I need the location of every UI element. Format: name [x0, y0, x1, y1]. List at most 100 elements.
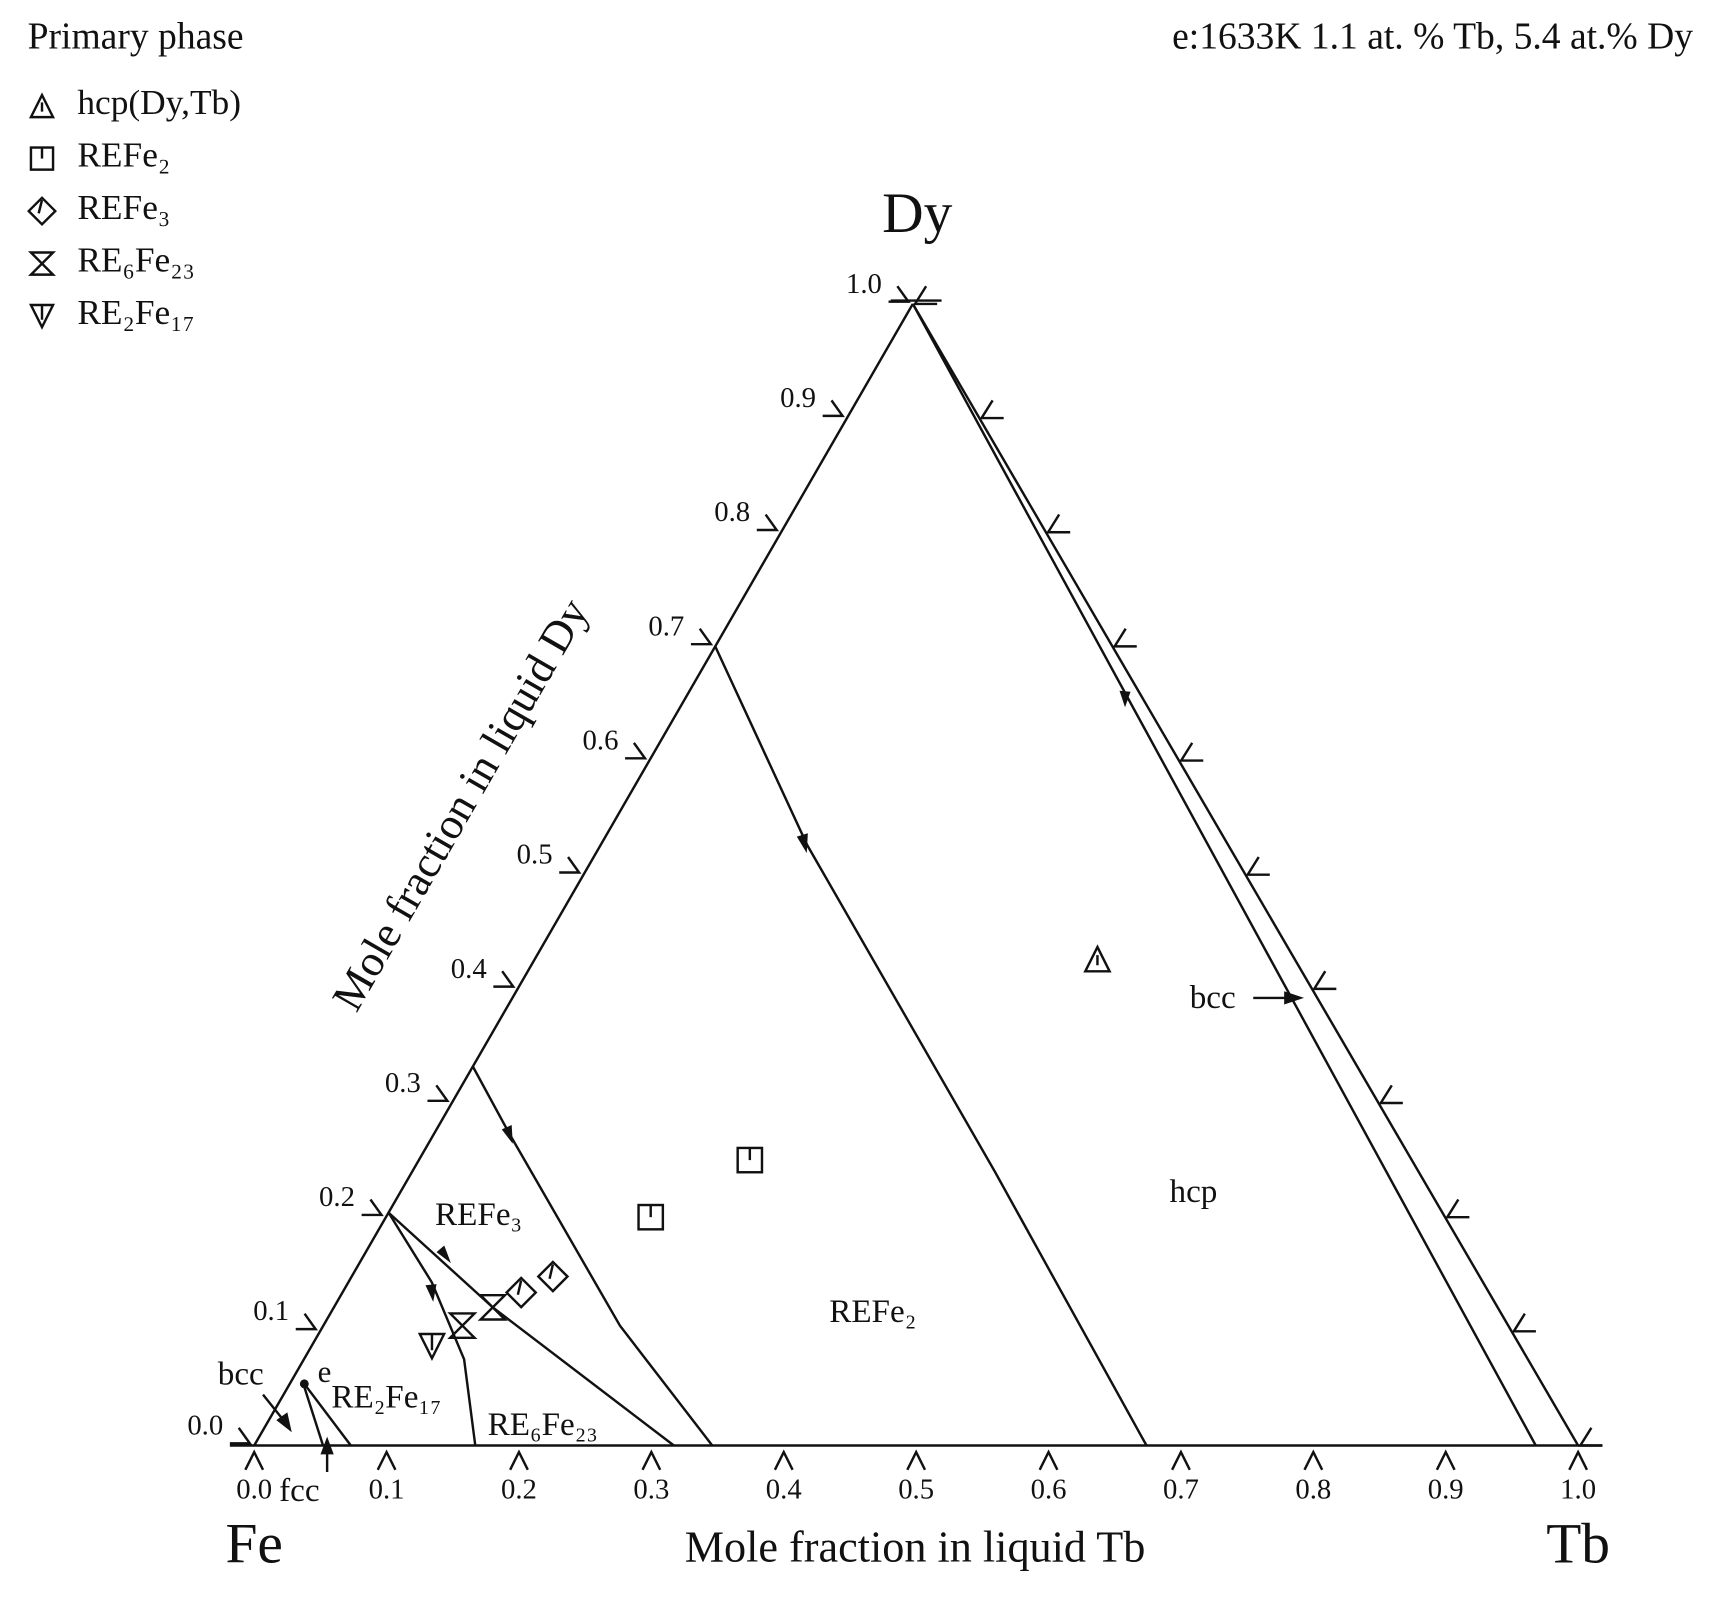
axis	[911, 303, 1580, 1447]
phase-boundary	[301, 1381, 325, 1446]
x-tick-label: 0.6	[1031, 1474, 1067, 1506]
marker	[27, 196, 57, 227]
phase-boundary	[911, 303, 1537, 1447]
legend-label: RE₆Fe₂₃	[77, 240, 195, 280]
right-tick	[979, 399, 1004, 420]
marker	[477, 1293, 508, 1321]
marker-shape	[477, 1293, 508, 1321]
marker	[504, 1276, 538, 1309]
marker-shape	[516, 1280, 523, 1296]
axis	[253, 303, 914, 1447]
right-tick	[1511, 1313, 1536, 1333]
y-tick-label: 1.0	[846, 268, 882, 300]
region-label: hcp	[1170, 1173, 1218, 1210]
y-tick	[493, 970, 516, 988]
vertex-label: Fe	[225, 1513, 282, 1576]
y-tick	[888, 285, 911, 303]
right-tick	[1112, 628, 1137, 648]
marker-shape	[37, 199, 44, 214]
legend-label: hcp(Dy,Tb)	[77, 82, 241, 122]
marker	[28, 303, 56, 330]
right-tick	[1245, 856, 1270, 876]
marker	[536, 1260, 570, 1293]
right-tick	[1578, 1427, 1603, 1447]
marker	[1083, 944, 1112, 973]
x-tick	[509, 1449, 529, 1471]
legend-label: REFe₂	[77, 135, 170, 175]
y-tick-label: 0.5	[517, 839, 553, 871]
marker	[29, 146, 55, 171]
phase-boundary	[471, 1065, 714, 1447]
x-tick-label: 0.9	[1428, 1474, 1464, 1506]
x-tick-label: 1.0	[1560, 1474, 1596, 1506]
right-tick	[1045, 513, 1071, 534]
region-label: REFe₃	[435, 1196, 522, 1233]
x-tick	[1038, 1449, 1059, 1471]
arrows	[262, 690, 1305, 1473]
phase-boundary	[714, 645, 1148, 1447]
y-tick	[756, 513, 780, 532]
y-tick-label: 0.2	[319, 1181, 355, 1213]
marker-shape	[536, 1260, 570, 1293]
y-tick	[229, 1427, 253, 1445]
right-tick	[1312, 970, 1337, 991]
x-tick-label: 0.8	[1295, 1474, 1331, 1506]
phase-boundary	[387, 1211, 477, 1446]
marker	[637, 1203, 665, 1231]
point	[299, 1379, 309, 1389]
legend-title: Primary phase	[28, 16, 244, 57]
region-label: REFe₂	[829, 1293, 916, 1330]
y-tick	[625, 742, 648, 760]
region-label: bcc	[218, 1356, 264, 1393]
legend-label: REFe₃	[77, 187, 170, 227]
region-label: RE₆Fe₂₃	[488, 1406, 598, 1443]
vertex-label: Tb	[1546, 1513, 1610, 1576]
marker-shape	[447, 1312, 478, 1339]
y-tick-label: 0.0	[187, 1409, 223, 1441]
x-tick-label: 0.1	[369, 1474, 405, 1506]
marker	[736, 1146, 764, 1174]
point-label: e	[318, 1354, 332, 1389]
marker	[417, 1332, 447, 1362]
x-tick-label: 0.5	[898, 1474, 934, 1506]
y-tick-label: 0.6	[583, 724, 619, 756]
x-tick	[376, 1449, 397, 1471]
annotation: e:1633K 1.1 at. % Tb, 5.4 at.% Dy	[1172, 16, 1693, 57]
x-tick-label: 0.2	[501, 1474, 537, 1506]
y-tick	[361, 1198, 384, 1217]
right-tick	[1178, 742, 1204, 762]
right-tick	[912, 285, 938, 306]
vertex-label: Dy	[882, 182, 952, 245]
y-tick-label: 0.7	[648, 610, 684, 642]
x-tick-label: 0.3	[633, 1474, 669, 1506]
y-tick	[690, 627, 714, 646]
y-tick-label: 0.4	[451, 953, 487, 985]
x-tick	[1303, 1449, 1324, 1471]
phase-boundary	[301, 1380, 352, 1447]
marker	[28, 251, 56, 276]
region-label: fcc	[279, 1472, 319, 1509]
region-label: RE₂Fe₁₇	[331, 1378, 441, 1415]
y-tick-label: 0.9	[780, 382, 816, 414]
x-tick-label: 0.0	[236, 1474, 272, 1506]
region-label: bcc	[1190, 979, 1236, 1016]
marker-shape	[28, 92, 56, 119]
legend-label: RE₂Fe₁₇	[77, 292, 195, 332]
x-tick	[906, 1449, 927, 1471]
right-tick	[1445, 1198, 1470, 1219]
y-tick	[427, 1084, 450, 1103]
marker	[28, 92, 56, 119]
x-tick	[773, 1449, 794, 1471]
y-tick	[295, 1312, 318, 1331]
marker	[447, 1312, 478, 1339]
x-axis-label: Mole fraction in liquid Tb	[685, 1523, 1146, 1572]
x-tick	[1568, 1449, 1589, 1471]
x-tick	[1435, 1449, 1456, 1471]
y-tick	[559, 856, 582, 874]
y-tick-label: 0.1	[253, 1295, 289, 1327]
marker-shape	[28, 251, 56, 276]
y-tick-label: 0.3	[385, 1067, 421, 1099]
marker-shape	[504, 1276, 538, 1309]
x-tick-label: 0.4	[766, 1474, 802, 1506]
